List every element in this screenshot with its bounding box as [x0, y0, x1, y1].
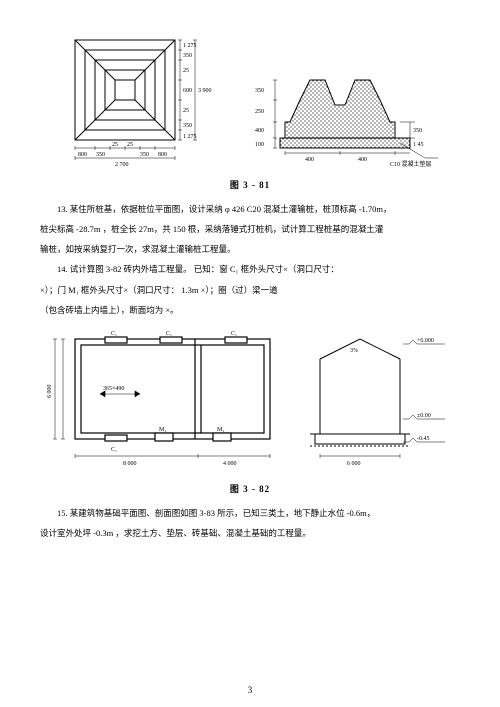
q15-line1: 15. 某建筑物基础平面图、剖面图如图 3-83 所示，已知三类土，地下静止水位… — [40, 505, 460, 521]
fig-3-82-row: C₁ C₁ C₁ C₁ M₁ M₁ 365×490 6 000 — [40, 324, 460, 474]
label-m1: M₁ — [159, 427, 166, 433]
fig-3-81-section: 350 250 400 100 350 1 45 400 400 — [250, 50, 440, 170]
dim: 400 — [305, 157, 314, 163]
page: 1 275 350 25 600 25 350 1 275 3 900 — [0, 0, 500, 707]
win-dim: 365×490 — [103, 386, 124, 392]
dim: 250 — [255, 109, 264, 115]
dim: 3 900 — [198, 88, 212, 94]
dim: 25 — [112, 142, 118, 148]
q13-line2: 桩尖标高 -28.7m ，桩全长 27m，共 150 根，采纳落锤式打桩机，试计… — [40, 221, 460, 237]
dim: 100 — [255, 142, 264, 148]
q13-line3: 输桩，如按采纳复打一次，求混凝土灌输桩工程量。 — [40, 241, 460, 257]
dim: 800 — [78, 152, 87, 158]
dim: 25 — [183, 68, 189, 74]
dim: 350 — [183, 53, 192, 59]
dim: 1 275 — [183, 43, 197, 49]
q14-line3: （包含砖墙上内墙上），断面均为 ×。 — [40, 302, 460, 318]
dim: 1 275 — [183, 134, 197, 140]
dim: 600 — [183, 88, 192, 94]
label-m1: M₁ — [217, 427, 224, 433]
q14-line2: ×）；门 M₁ 框外头尺寸×（洞口尺寸： 1.3m ×）；圈（过）梁一道 — [40, 282, 460, 298]
fig-3-81-plan: 1 275 350 25 600 25 350 1 275 3 900 — [60, 30, 230, 170]
q14-line1: 14. 试计算图 3-82 砖内外墙工程量。 已知：窗 C₁ 框外头尺寸×（洞口… — [40, 261, 460, 277]
dim: 6 000 — [47, 384, 53, 398]
elev-mid: ±0.00 — [417, 413, 431, 419]
dim: 25 — [183, 108, 189, 114]
dim: 25 — [127, 142, 133, 148]
dim: 350 — [255, 88, 264, 94]
roof-slope: 3% — [350, 348, 358, 354]
elev-top: +6.000 — [417, 338, 434, 344]
dim: 1 45 — [413, 142, 424, 148]
fig-3-82-caption: 图 3 - 82 — [40, 482, 460, 495]
dim: 350 — [183, 123, 192, 129]
dim: 400 — [358, 157, 367, 163]
fig-3-82-elevation: +6.000 ±0.00 -0.45 3% 6 000 — [305, 324, 455, 474]
label-c1: C₁ — [166, 331, 172, 337]
page-number: 3 — [0, 685, 500, 695]
elev-bot: -0.45 — [417, 436, 430, 442]
fig-3-82-plan: C₁ C₁ C₁ C₁ M₁ M₁ 365×490 6 000 — [45, 324, 285, 474]
dim: 350 — [413, 128, 422, 134]
fig-3-81-caption: 图 3 - 81 — [40, 178, 460, 191]
dim: 350 — [140, 152, 149, 158]
dim: 350 — [96, 152, 105, 158]
q13-line1: 13. 某住所桩基，依据桩位平面图，设计采纳 φ 426 C20 混凝土灌输桩，… — [40, 201, 460, 217]
label-c1: C₁ — [111, 447, 117, 453]
q15-line2: 设计室外处坪 -0.3m ，求挖土方、垫层、砖基础、混凝土基础的工程量。 — [40, 525, 460, 541]
fig-3-81-row: 1 275 350 25 600 25 350 1 275 3 900 — [40, 30, 460, 170]
label-c1: C₁ — [231, 331, 237, 337]
dim: 400 — [255, 128, 264, 134]
dim: 800 — [158, 152, 167, 158]
dim: 8 000 — [123, 461, 137, 467]
dim: 6 000 — [347, 461, 361, 467]
label-c1: C₁ — [111, 331, 117, 337]
dim: 2 700 — [115, 162, 129, 168]
dim: 4 000 — [223, 461, 237, 467]
note-pile: C10 混凝土垫层 — [390, 160, 432, 168]
